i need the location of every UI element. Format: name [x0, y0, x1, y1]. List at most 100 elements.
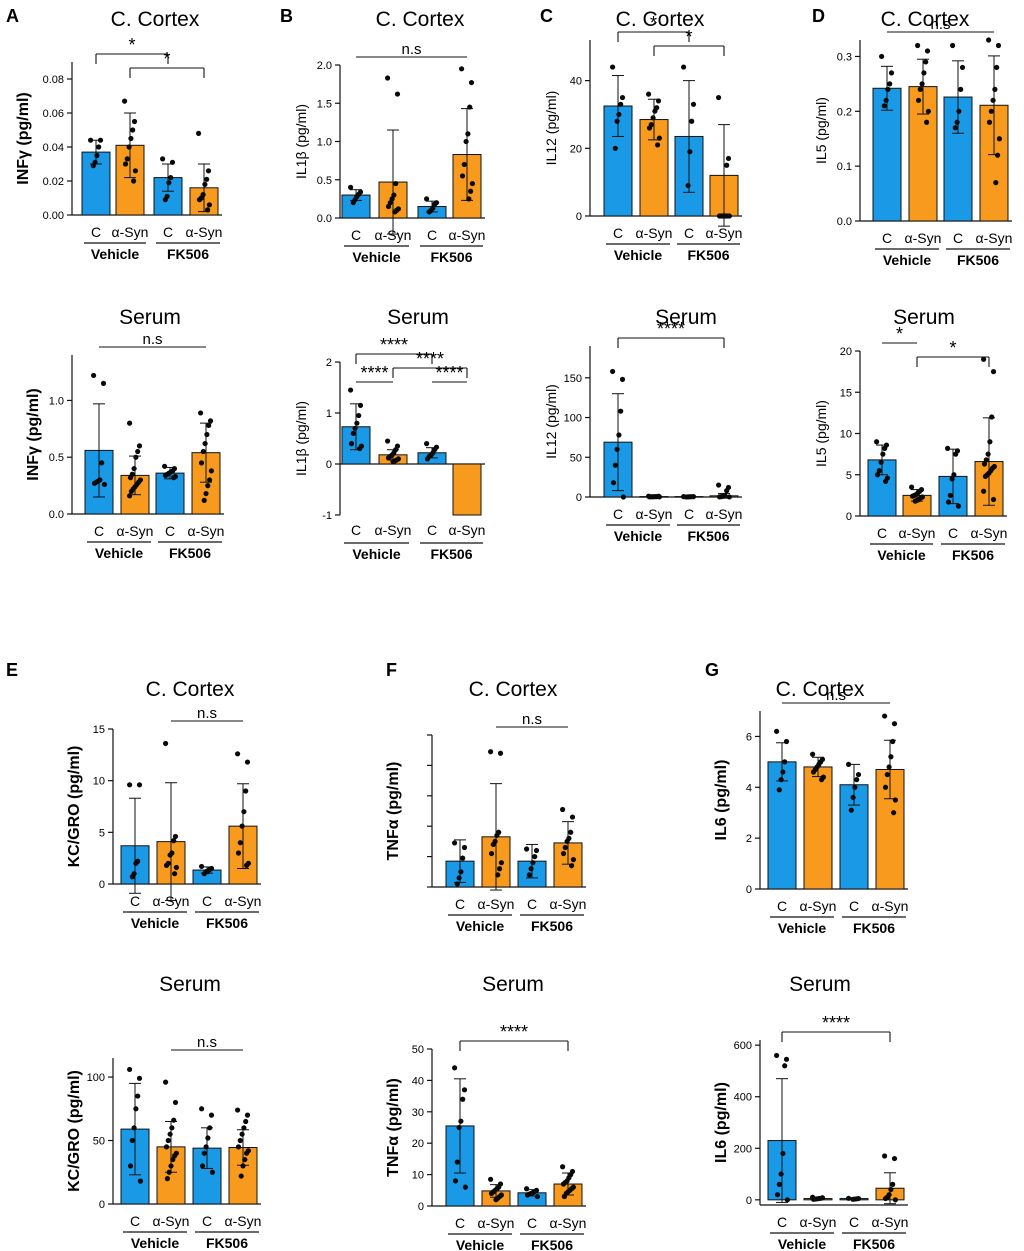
group-label: Vehicle: [456, 918, 504, 934]
x-tick-label: C: [455, 1215, 465, 1231]
data-point: [879, 53, 885, 60]
data-point: [202, 181, 208, 187]
data-point: [129, 1137, 135, 1144]
data-point: [915, 42, 921, 49]
group-label: FK506: [687, 528, 729, 544]
data-point: [137, 1178, 143, 1184]
data-point: [136, 1075, 143, 1081]
y-tick-label: 6: [746, 731, 752, 743]
data-point: [524, 1186, 530, 1192]
sig-label: n.s: [401, 41, 421, 58]
data-point: [616, 111, 622, 118]
data-point: [986, 37, 992, 43]
data-point: [203, 490, 209, 497]
data-point: [887, 81, 893, 87]
data-point: [495, 872, 501, 878]
data-point: [96, 144, 102, 150]
data-point: [99, 460, 105, 466]
x-tick-label: α-Syn: [186, 224, 223, 240]
data-point: [456, 875, 462, 881]
data-point: [169, 159, 176, 165]
data-point: [357, 446, 363, 452]
data-point: [534, 1193, 541, 1200]
chart-title: Serum: [387, 306, 449, 329]
group-label: FK506: [206, 915, 248, 931]
y-tick-label: 100: [87, 1072, 105, 1084]
data-point: [526, 872, 532, 878]
data-point: [850, 1196, 856, 1202]
data-point: [570, 857, 577, 863]
x-tick-label: C: [427, 522, 437, 538]
chart-title: Serum: [789, 973, 851, 996]
data-point: [562, 844, 568, 851]
x-tick-label: C: [527, 1215, 537, 1231]
data-point: [778, 1171, 784, 1177]
data-point: [239, 1131, 245, 1137]
x-tick-label: α-Syn: [706, 225, 743, 241]
x-tick-label: C: [684, 506, 694, 522]
data-point: [995, 152, 1001, 158]
chart-title: C. Cortex: [469, 678, 558, 701]
y-axis-label: IL12 (pg/ml): [543, 384, 559, 459]
chart-title: C. Cortex: [776, 678, 865, 701]
sig-label: ****: [380, 335, 408, 355]
data-point: [848, 807, 854, 813]
data-point: [242, 1156, 248, 1163]
x-tick-label: C: [130, 1213, 140, 1229]
y-tick-label: 10: [412, 1170, 424, 1182]
data-point: [350, 200, 356, 206]
data-point: [133, 1106, 139, 1112]
data-point: [127, 782, 133, 788]
data-point: [955, 503, 962, 509]
data-point: [919, 81, 925, 87]
data-point: [981, 488, 987, 494]
y-tick-label: 10: [840, 429, 852, 441]
chart-title: Serum: [893, 306, 955, 329]
y-tick-label: 0: [576, 492, 582, 504]
data-point: [716, 494, 723, 500]
data-point: [201, 871, 207, 877]
data-point: [990, 97, 996, 103]
group-label: FK506: [167, 246, 209, 262]
y-tick-label: 0: [99, 879, 105, 891]
x-tick-label: C: [877, 525, 887, 541]
data-point: [846, 761, 852, 768]
y-tick-label: 20: [412, 1138, 424, 1150]
data-point: [810, 1196, 817, 1202]
data-point: [915, 97, 922, 103]
x-tick-label: α-Syn: [905, 230, 942, 246]
data-point: [131, 1125, 137, 1131]
data-point: [385, 438, 391, 444]
chart-D1: C. Cortex D 0.0 0.1 0.2 0.3 IL5 (pg/ml) C α-Syn C…: [812, 6, 1012, 268]
y-axis-label: TNFα (pg/ml): [385, 1078, 402, 1177]
data-point: [203, 1144, 209, 1150]
data-point: [172, 1099, 179, 1106]
sig-label: ****: [435, 363, 463, 383]
panel-letter: E: [6, 660, 18, 680]
data-point: [568, 829, 574, 835]
data-point: [612, 145, 618, 151]
x-tick-label: C: [948, 525, 958, 541]
chart-title: Serum: [159, 973, 221, 996]
y-tick-label: 400: [734, 1092, 752, 1104]
data-point: [209, 1169, 215, 1175]
data-point: [909, 484, 915, 490]
data-point: [241, 1125, 247, 1131]
data-point: [988, 108, 994, 114]
data-point: [524, 846, 530, 852]
data-point: [891, 721, 898, 727]
x-tick-label: α-Syn: [117, 523, 154, 539]
data-point: [354, 420, 360, 426]
sig-label: *: [685, 27, 692, 47]
y-tick-label: 0: [746, 1195, 752, 1207]
group-label: FK506: [206, 1235, 248, 1251]
chart-B1: C. Cortex B 0.0 0.5 1.0 1.5 2.0 IL1β (pg/ml) C α-…: [280, 6, 485, 265]
y-axis-label: INFγ (pg/ml): [15, 92, 32, 184]
group-label: Vehicle: [352, 249, 400, 265]
data-point: [202, 440, 208, 447]
y-tick-label: 0.06: [43, 108, 64, 120]
x-tick-label: α-Syn: [225, 1213, 262, 1229]
x-tick-label: α-Syn: [872, 1214, 909, 1230]
